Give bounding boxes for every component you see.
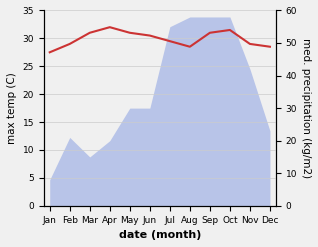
Y-axis label: max temp (C): max temp (C)	[7, 72, 17, 144]
Y-axis label: med. precipitation (kg/m2): med. precipitation (kg/m2)	[301, 38, 311, 178]
X-axis label: date (month): date (month)	[119, 230, 201, 240]
